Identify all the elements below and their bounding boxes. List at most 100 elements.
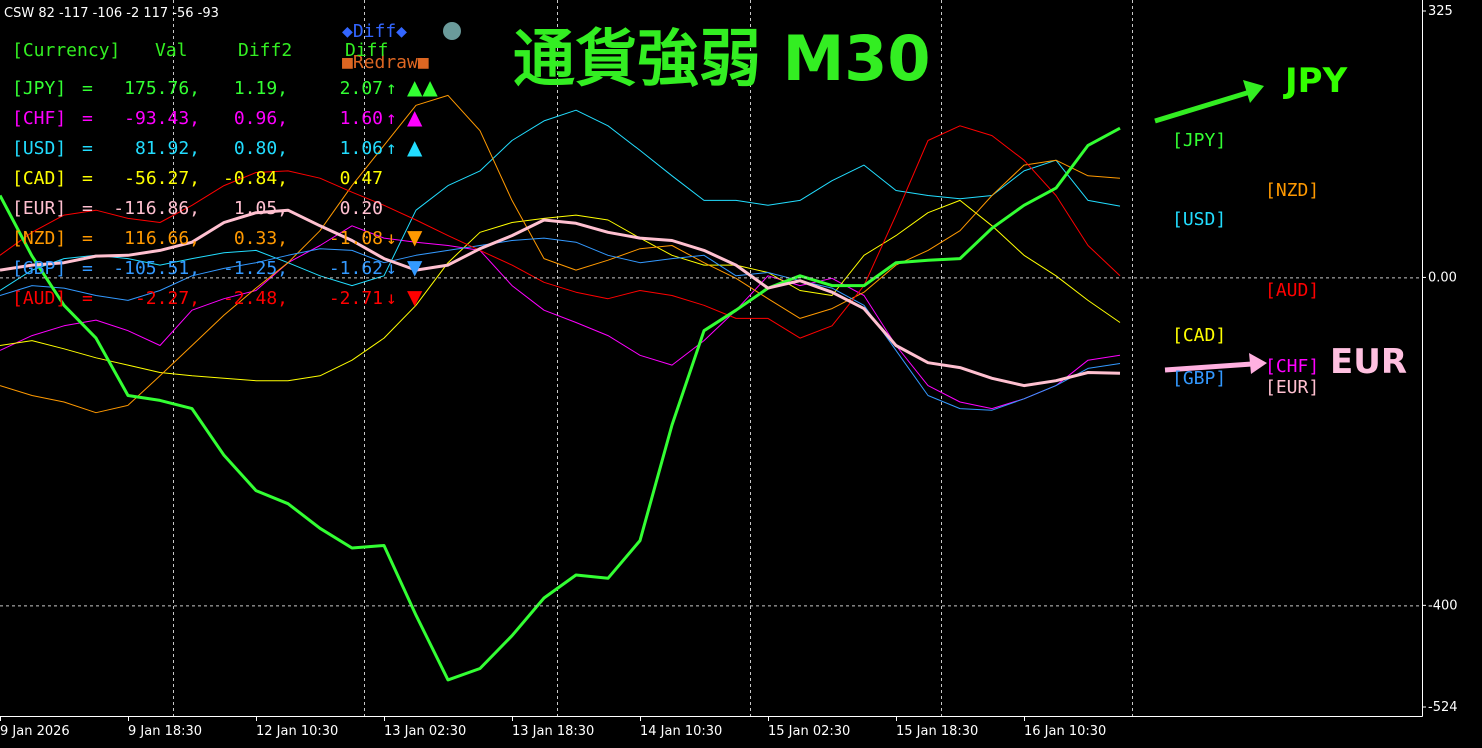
trend-marker: ▲▲ — [407, 75, 438, 99]
table-cell: 0.96, — [234, 108, 288, 129]
period-separators — [173, 0, 1133, 716]
table-cell: 1.06 — [340, 138, 383, 159]
end-label: [JPY] — [1172, 130, 1226, 151]
table-cell: 0.80, — [234, 138, 288, 159]
table-cell: 81.92, — [135, 138, 200, 159]
table-header: Diff2 — [238, 40, 292, 61]
y-tick-label: -400 — [1428, 598, 1458, 613]
table-cell: -56.27, — [124, 168, 200, 189]
button[interactable]: ■Redraw■ — [342, 52, 429, 73]
annotation-arrow — [1154, 89, 1251, 124]
series-line — [0, 125, 1121, 339]
table-cell: ↓ — [386, 258, 397, 279]
x-tick-label: 9 Jan 2026 — [0, 724, 70, 739]
table-cell: -2.71 — [329, 288, 383, 309]
table-cell: 0.47 — [340, 168, 383, 189]
button[interactable]: ◆Diff◆ — [342, 21, 407, 42]
trend-marker: ▲ — [407, 135, 423, 159]
currency-name: [CHF] — [12, 108, 66, 129]
table-cell: = — [82, 228, 93, 249]
table-cell: -1.62 — [329, 258, 383, 279]
table-cell: = — [82, 108, 93, 129]
trend-marker: ▼ — [407, 225, 423, 249]
end-label: [AUD] — [1265, 280, 1319, 301]
trend-marker: ▼ — [407, 285, 423, 309]
series-line — [0, 208, 1121, 388]
table-cell: ↓ — [386, 228, 397, 249]
table-cell: 1.05, — [234, 198, 288, 219]
table-cell: ↑ — [386, 78, 397, 99]
series-line — [0, 199, 1121, 382]
toggle-indicator[interactable] — [443, 22, 461, 40]
series-line — [0, 109, 1121, 291]
header-text: CSW 82 -117 -106 -2 117 -56 -93 — [4, 6, 219, 21]
y-tick-label: 325 — [1428, 4, 1453, 19]
x-tick-label: 15 Jan 18:30 — [896, 724, 978, 739]
table-cell: = — [82, 168, 93, 189]
series-line — [0, 225, 1121, 410]
table-cell: ↓ — [386, 288, 397, 309]
annotation: EUR — [1330, 342, 1407, 382]
table-cell: = — [82, 258, 93, 279]
table-cell: = — [82, 78, 93, 99]
annotation-arrowhead — [1243, 80, 1264, 103]
table-cell: 116.66, — [124, 228, 200, 249]
table-header: Diff — [345, 40, 388, 61]
table-cell: = — [82, 138, 93, 159]
currency-name: [CAD] — [12, 168, 66, 189]
currency-name: [NZD] — [12, 228, 66, 249]
table-cell: -1.25, — [223, 258, 288, 279]
annotation: JPY — [1283, 61, 1348, 101]
table-cell: -2.27, — [135, 288, 200, 309]
x-tick-label: 13 Jan 18:30 — [512, 724, 594, 739]
x-tick-label: 9 Jan 18:30 — [128, 724, 202, 739]
chart-title: 通貨強弱 M30 — [513, 22, 931, 95]
table-cell: 2.07 — [340, 78, 383, 99]
table-cell: -105.51, — [113, 258, 200, 279]
x-tick-label: 14 Jan 10:30 — [640, 724, 722, 739]
end-label: [GBP] — [1172, 368, 1226, 389]
annotation-arrowhead — [1249, 353, 1267, 374]
table-cell: 0.20 — [340, 198, 383, 219]
table-cell: -116.86, — [113, 198, 200, 219]
table-cell: 175.76, — [124, 78, 200, 99]
currency-name: [EUR] — [12, 198, 66, 219]
trend-marker: ▼ — [407, 255, 423, 279]
table-cell: 0.33, — [234, 228, 288, 249]
table-cell: -93.43, — [124, 108, 200, 129]
series-line — [0, 94, 1121, 414]
table-cell: = — [82, 198, 93, 219]
table-cell: 1.19, — [234, 78, 288, 99]
annotation-arrow — [1164, 361, 1253, 373]
end-label: [CHF] — [1265, 356, 1319, 377]
lines — [0, 94, 1121, 682]
table-cell: 1.60 — [340, 108, 383, 129]
x-tick-label: 16 Jan 10:30 — [1024, 724, 1106, 739]
end-label: [NZD] — [1265, 180, 1319, 201]
trend-marker: ▲ — [407, 105, 423, 129]
end-label: [USD] — [1172, 209, 1226, 230]
table-header: Val — [155, 40, 188, 61]
table-cell: -0.84, — [223, 168, 288, 189]
currency-name: [JPY] — [12, 78, 66, 99]
currency-name: [GBP] — [12, 258, 66, 279]
table-cell: -2.48, — [223, 288, 288, 309]
series-line — [0, 126, 1121, 682]
y-tick-label: 0.00 — [1428, 270, 1457, 285]
currency-name: [USD] — [12, 138, 66, 159]
y-tick-label: -524 — [1428, 700, 1458, 715]
end-label: [CAD] — [1172, 325, 1226, 346]
end-label: [EUR] — [1265, 377, 1319, 398]
x-tick-label: 13 Jan 02:30 — [384, 724, 466, 739]
table-cell: ↑ — [386, 108, 397, 129]
table-cell: = — [82, 288, 93, 309]
table-header: [Currency] — [12, 40, 120, 61]
currency-name: [AUD] — [12, 288, 66, 309]
x-tick-label: 15 Jan 02:30 — [768, 724, 850, 739]
table-cell: -1.08 — [329, 228, 383, 249]
table-cell: ↑ — [386, 138, 397, 159]
x-tick-label: 12 Jan 10:30 — [256, 724, 338, 739]
